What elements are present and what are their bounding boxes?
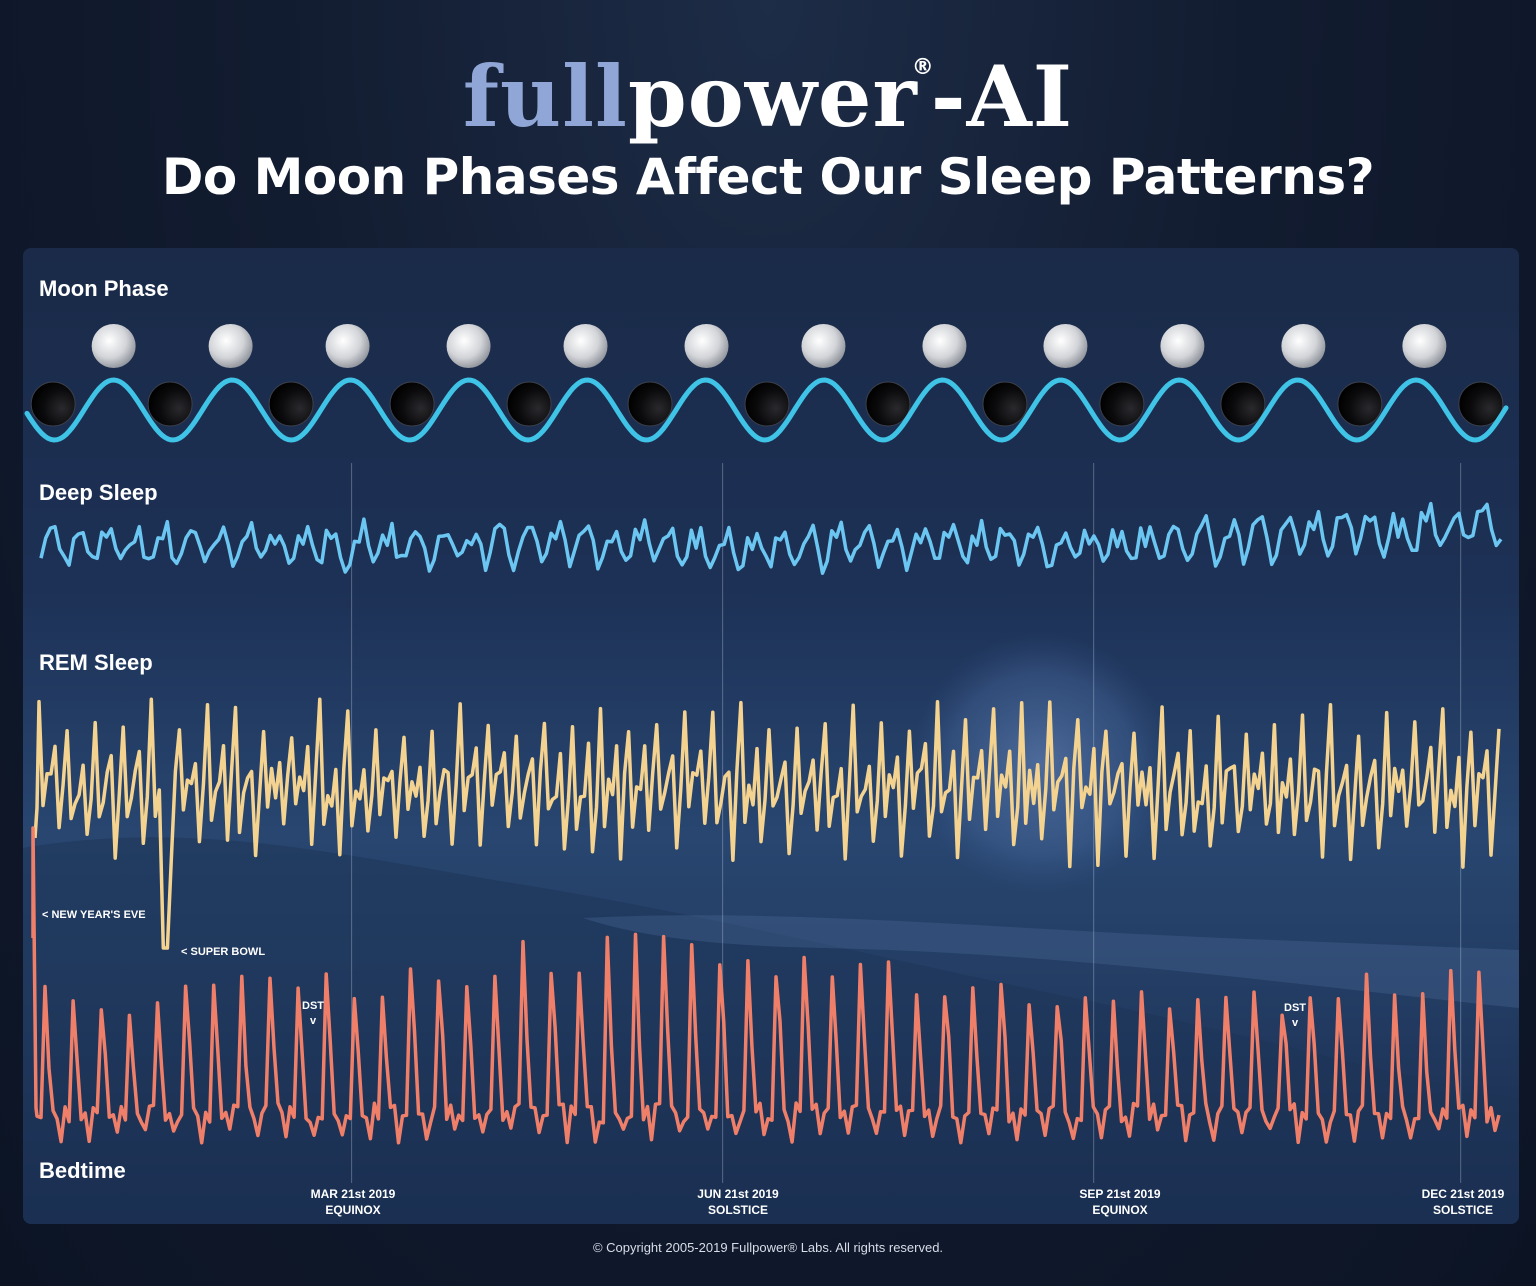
marker-label-jun: JUN 21st 2019 (697, 1187, 779, 1201)
marker-label-mar: MAR 21st 2019 (311, 1187, 396, 1201)
new-moon-icon (389, 381, 435, 427)
logo-power: power (627, 47, 918, 146)
marker-label-dec: DEC 21st 2019 (1422, 1187, 1505, 1201)
deep-sleep-label: Deep Sleep (39, 480, 158, 505)
marker-sublabel-mar: EQUINOX (325, 1203, 380, 1217)
annotation-super-bowl: < SUPER BOWL (181, 946, 265, 958)
bedtime-line (31, 826, 1501, 1145)
bedtime-label: Bedtime (39, 1158, 126, 1183)
new-moon-icon (744, 381, 790, 427)
full-moon-icon (922, 324, 967, 368)
full-moon-icon (1281, 324, 1326, 368)
annotation-dst-november-mark: v (1292, 1017, 1299, 1029)
full-moon-icon (684, 324, 729, 368)
full-moon-icon (91, 324, 136, 368)
new-moon-icon (1337, 381, 1383, 427)
marker-sublabel-sep: EQUINOX (1092, 1203, 1147, 1217)
annotation-dst-march: DST (302, 1000, 324, 1012)
full-moon-icon (801, 324, 846, 368)
rem-sleep-line (33, 697, 1501, 950)
marker-sublabel-jun: SOLSTICE (708, 1203, 768, 1217)
full-moon-icon (1402, 324, 1447, 368)
deep-sleep-line (39, 501, 1503, 575)
new-moon-icon (982, 381, 1028, 427)
new-moon-icon (147, 381, 193, 427)
sleep-chart: Moon Phase Deep Sleep REM Sleep Bedtime … (23, 276, 1519, 1224)
logo-registered-mark: ® (911, 55, 935, 80)
moon-phase-icons (30, 324, 1504, 427)
moon-phase-label: Moon Phase (39, 276, 169, 301)
logo-full: full (462, 47, 628, 146)
annotation-dst-november: DST (1284, 1002, 1306, 1014)
new-moon-icon (627, 381, 673, 427)
marker-sublabel-dec: SOLSTICE (1433, 1203, 1493, 1217)
page-title: Do Moon Phases Affect Our Sleep Patterns… (161, 148, 1375, 206)
background-lake (583, 915, 1519, 1008)
new-moon-icon (1220, 381, 1266, 427)
new-moon-icon (506, 381, 552, 427)
chart-panel: Moon Phase Deep Sleep REM Sleep Bedtime … (23, 248, 1519, 1224)
logo-ai: -AI (930, 47, 1074, 146)
new-moon-icon (865, 381, 911, 427)
full-moon-icon (446, 324, 491, 368)
new-moon-icon (268, 381, 314, 427)
annotation-new-years-eve: < NEW YEAR'S EVE (42, 909, 146, 921)
full-moon-icon (325, 324, 370, 368)
background-moon (911, 633, 1171, 893)
annotation-dst-march-mark: v (310, 1015, 317, 1027)
full-moon-icon (1043, 324, 1088, 368)
fullpower-logo: fullpower®-AI (0, 18, 1536, 147)
rem-sleep-label: REM Sleep (39, 650, 153, 675)
full-moon-icon (563, 324, 608, 368)
copyright-text: © Copyright 2005-2019 Fullpower® Labs. A… (592, 1240, 944, 1255)
full-moon-icon (208, 324, 253, 368)
new-moon-icon (1458, 381, 1504, 427)
marker-label-sep: SEP 21st 2019 (1079, 1187, 1161, 1201)
new-moon-icon (1099, 381, 1145, 427)
full-moon-icon (1160, 324, 1205, 368)
moon-phase-wave (24, 377, 1509, 443)
new-moon-icon (30, 381, 76, 427)
background-hills (23, 837, 1519, 1224)
